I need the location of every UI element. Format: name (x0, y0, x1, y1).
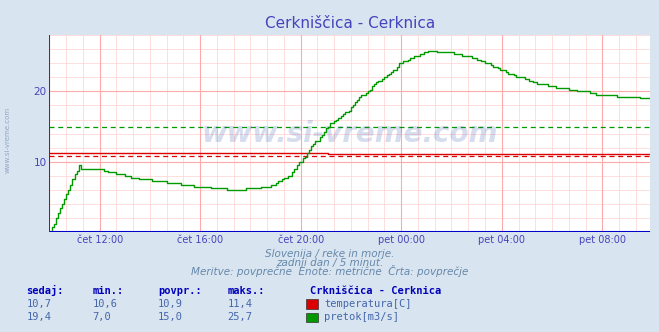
Text: temperatura[C]: temperatura[C] (324, 299, 412, 309)
Text: 11,4: 11,4 (227, 299, 252, 309)
Text: 10,7: 10,7 (26, 299, 51, 309)
Text: Meritve: povprečne  Enote: metrične  Črta: povprečje: Meritve: povprečne Enote: metrične Črta:… (191, 265, 468, 277)
Text: zadnji dan / 5 minut.: zadnji dan / 5 minut. (276, 258, 383, 268)
Text: pretok[m3/s]: pretok[m3/s] (324, 312, 399, 322)
Text: maks.:: maks.: (227, 286, 265, 296)
Text: www.si-vreme.com: www.si-vreme.com (5, 106, 11, 173)
Text: sedaj:: sedaj: (26, 285, 64, 296)
Text: min.:: min.: (92, 286, 123, 296)
Text: Slovenija / reke in morje.: Slovenija / reke in morje. (265, 249, 394, 259)
Text: 7,0: 7,0 (92, 312, 111, 322)
Text: Crkniščica - Cerknica: Crkniščica - Cerknica (310, 286, 441, 296)
Title: Cerkniščica - Cerknica: Cerkniščica - Cerknica (265, 16, 435, 31)
Text: 25,7: 25,7 (227, 312, 252, 322)
Text: 10,6: 10,6 (92, 299, 117, 309)
Text: 10,9: 10,9 (158, 299, 183, 309)
Text: 19,4: 19,4 (26, 312, 51, 322)
Text: povpr.:: povpr.: (158, 286, 202, 296)
Text: 15,0: 15,0 (158, 312, 183, 322)
Text: www.si-vreme.com: www.si-vreme.com (202, 120, 498, 148)
